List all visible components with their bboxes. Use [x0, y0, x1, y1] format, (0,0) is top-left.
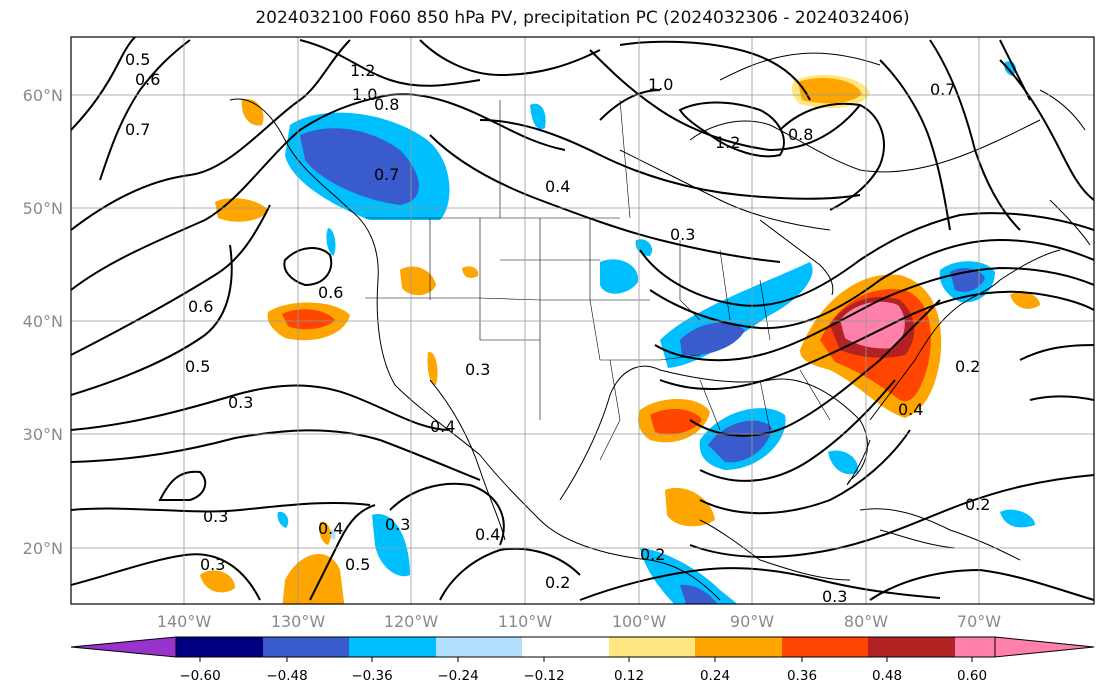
lat-label: 40°N: [23, 312, 63, 331]
lon-label: 130°W: [271, 612, 326, 631]
contour-label: 0.3: [670, 225, 695, 244]
contour-label: 0.3: [228, 393, 253, 412]
contour-label: 0.3: [203, 507, 228, 526]
colorbar-frame: [175, 636, 996, 658]
colorbar-segment: [868, 637, 955, 657]
contour-label: 0.7: [125, 120, 150, 139]
lon-label: 140°W: [157, 612, 212, 631]
colorbar-segment: [436, 637, 522, 657]
colorbar-segment: [349, 637, 436, 657]
colorbar-tick-label: −0.48: [266, 668, 307, 684]
contour-label: 0.3: [465, 360, 490, 379]
contour-label: 0.5: [345, 555, 370, 574]
contour-label: 0.2: [955, 357, 980, 376]
lat-label: 60°N: [23, 86, 63, 105]
contour-label: 0.6: [135, 70, 160, 89]
contour-label: 0.3: [385, 515, 410, 534]
contour-label: 0.5: [125, 50, 150, 69]
colorbar-segment: [263, 637, 349, 657]
contour-label: 1.2: [715, 133, 740, 152]
colorbar-segment: [609, 637, 695, 657]
colorbar-tick-label: 0.48: [872, 668, 902, 684]
colorbar-segment: [782, 637, 868, 657]
colorbar: −0.60 −0.48 −0.36 −0.24 −0.12 0.12 0.24 …: [70, 636, 1095, 684]
colorbar-right-arrow: [994, 636, 1095, 658]
colorbar-tick-label: −0.36: [351, 668, 392, 684]
colorbar-tick-label: −0.60: [179, 668, 220, 684]
colorbar-tick-label: −0.12: [523, 668, 564, 684]
pv-contour-labels: 1.2 1.0 0.8 0.7 0.5 0.6 0.7 0.4 0.3 0.6 …: [125, 50, 990, 606]
contour-label: 0.4: [898, 400, 923, 419]
latitude-labels: 60°N 50°N 40°N 30°N 20°N: [23, 86, 63, 558]
colorbar-segment: [176, 637, 263, 657]
contour-label: 0.2: [545, 573, 570, 592]
colorbar-tick-label: 0.60: [957, 668, 987, 684]
lat-label: 50°N: [23, 199, 63, 218]
colorbar-ticks: [199, 657, 973, 662]
contour-label: 0.7: [374, 165, 399, 184]
contour-label: 0.8: [374, 95, 399, 114]
lat-label: 20°N: [23, 539, 63, 558]
contour-label: 0.2: [640, 545, 665, 564]
contour-label: 0.4: [318, 519, 343, 538]
contour-label: 0.3: [200, 555, 225, 574]
map-title: 2024032100 F060 850 hPa PV, precipitatio…: [255, 8, 910, 28]
colorbar-tick-label: −0.24: [437, 668, 478, 684]
lon-label: 90°W: [730, 612, 774, 631]
lon-label: 80°W: [844, 612, 888, 631]
lon-label: 100°W: [612, 612, 667, 631]
contour-label: 0.4: [430, 417, 455, 436]
colorbar-tick-label: 0.24: [700, 668, 730, 684]
contour-label: 1.2: [350, 61, 375, 80]
contour-label: 0.3: [822, 587, 847, 606]
contour-label: 1.0: [648, 75, 673, 94]
coastlines: [229, 52, 1091, 601]
negative-anomaly-shading: [277, 61, 1035, 604]
colorbar-tick-label: 0.36: [787, 668, 817, 684]
contour-label: 0.4: [545, 177, 570, 196]
contour-label: 0.7: [930, 80, 955, 99]
contour-label: 0.2: [965, 495, 990, 514]
contour-label: 1.0: [352, 85, 377, 104]
lon-label: 70°W: [957, 612, 1001, 631]
colorbar-segment: [695, 637, 782, 657]
colorbar-segment: [955, 637, 995, 657]
colorbar-tick-label: 0.12: [614, 668, 644, 684]
lat-label: 30°N: [23, 425, 63, 444]
contour-label: 0.8: [788, 125, 813, 144]
pv-contours: [71, 37, 1094, 601]
state-borders: [365, 99, 831, 461]
lon-label: 120°W: [384, 612, 439, 631]
map-frame: [70, 36, 1095, 605]
lon-label: 110°W: [498, 612, 553, 631]
colorbar-left-arrow: [70, 636, 177, 658]
longitude-labels: 140°W 130°W 120°W 110°W 100°W 90°W 80°W …: [157, 612, 1001, 631]
contour-label: 0.4: [475, 525, 500, 544]
graticule: [71, 37, 1094, 604]
colorbar-segment: [522, 637, 609, 657]
contour-label: 0.5: [185, 357, 210, 376]
contour-label: 0.6: [318, 283, 343, 302]
contour-label: 0.6: [188, 297, 213, 316]
